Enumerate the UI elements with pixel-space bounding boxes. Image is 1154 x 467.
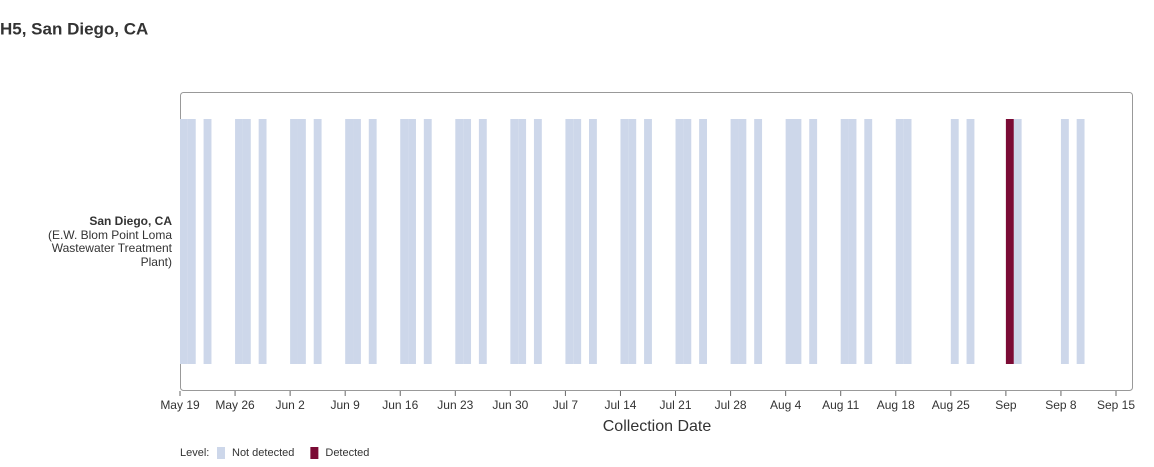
legend-title: Level: (180, 447, 209, 459)
x-tick-label: Sep (995, 398, 1017, 412)
sample-bar (463, 119, 472, 364)
sample-bar (290, 119, 298, 364)
x-tick-label: Jul 14 (604, 398, 636, 412)
sample-bar (510, 119, 519, 364)
sample-bar (242, 119, 251, 364)
sample-bar (345, 119, 354, 364)
sample-bar (573, 119, 582, 364)
sample-bar (644, 119, 652, 364)
sample-bar (408, 119, 416, 364)
row-name: San Diego, CA (89, 214, 172, 228)
sample-bar (683, 119, 692, 364)
legend-label: Not detected (232, 447, 294, 459)
x-tick-label: Jun 30 (492, 398, 528, 412)
sample-bar (966, 119, 975, 364)
sample-bar (400, 119, 409, 364)
sample-bar (455, 119, 464, 364)
sample-bar (895, 119, 904, 364)
x-tick-label: Aug 18 (877, 398, 915, 412)
sample-bar (848, 119, 857, 364)
sample-bar (533, 119, 542, 364)
sample-bar (258, 119, 267, 364)
sample-bar (809, 119, 818, 364)
sample-bar (313, 119, 322, 364)
legend-swatch (217, 447, 225, 459)
x-tick-label: Jul 28 (715, 398, 747, 412)
sample-bar (353, 119, 361, 364)
sample-bar (1076, 119, 1085, 364)
sample-bar (187, 119, 196, 364)
x-tick-label: Jul 21 (660, 398, 692, 412)
x-tick-label: May 19 (160, 398, 200, 412)
chart-title: H5, San Diego, CA (0, 19, 148, 38)
sample-bar (675, 119, 684, 364)
x-tick-label: Jun 2 (275, 398, 305, 412)
sample-bar (950, 119, 959, 364)
sample-bar (864, 119, 873, 364)
legend-swatch (310, 447, 319, 459)
sample-bar (699, 119, 707, 364)
sample-bar (730, 119, 739, 364)
x-tick-label: Jun 23 (437, 398, 473, 412)
x-tick-label: Aug 25 (932, 398, 970, 412)
x-tick-label: Sep 8 (1045, 398, 1077, 412)
sample-bar (478, 119, 487, 364)
sample-bar (423, 119, 432, 364)
sample-bar (793, 119, 802, 364)
sample-bar (1060, 119, 1069, 364)
sample-bar (1013, 119, 1022, 364)
sample-bar (180, 119, 188, 364)
x-tick-label: Jun 9 (330, 398, 360, 412)
plot-frame (180, 92, 1133, 391)
legend-label: Detected (325, 447, 369, 459)
row-label: San Diego, CA (E.W. Blom Point Loma Wast… (44, 214, 172, 269)
sample-bar (235, 119, 243, 364)
x-tick-label: Aug 11 (822, 398, 859, 412)
sample-bar (620, 119, 629, 364)
sample-bar (903, 119, 912, 364)
sample-bar (754, 119, 763, 364)
sample-bar (628, 119, 637, 364)
sample-bar (840, 119, 849, 364)
x-tick-label: Sep 15 (1097, 398, 1135, 412)
sample-bar (297, 119, 306, 364)
x-tick-label: Aug 4 (770, 398, 802, 412)
sample-bar (738, 119, 747, 364)
x-axis-label: Collection Date (603, 418, 712, 435)
sample-bar (203, 119, 212, 364)
sample-bar (368, 119, 377, 364)
x-tick-label: Jul 7 (553, 398, 579, 412)
sample-bar (1005, 119, 1014, 364)
sample-bar (565, 119, 574, 364)
x-tick-label: Jun 16 (382, 398, 418, 412)
row-detail: (E.W. Blom Point Loma Wastewater Treatme… (47, 227, 172, 269)
sample-bar (589, 119, 597, 364)
x-tick-label: May 26 (215, 398, 255, 412)
sample-bar (518, 119, 527, 364)
sample-bar (785, 119, 794, 364)
